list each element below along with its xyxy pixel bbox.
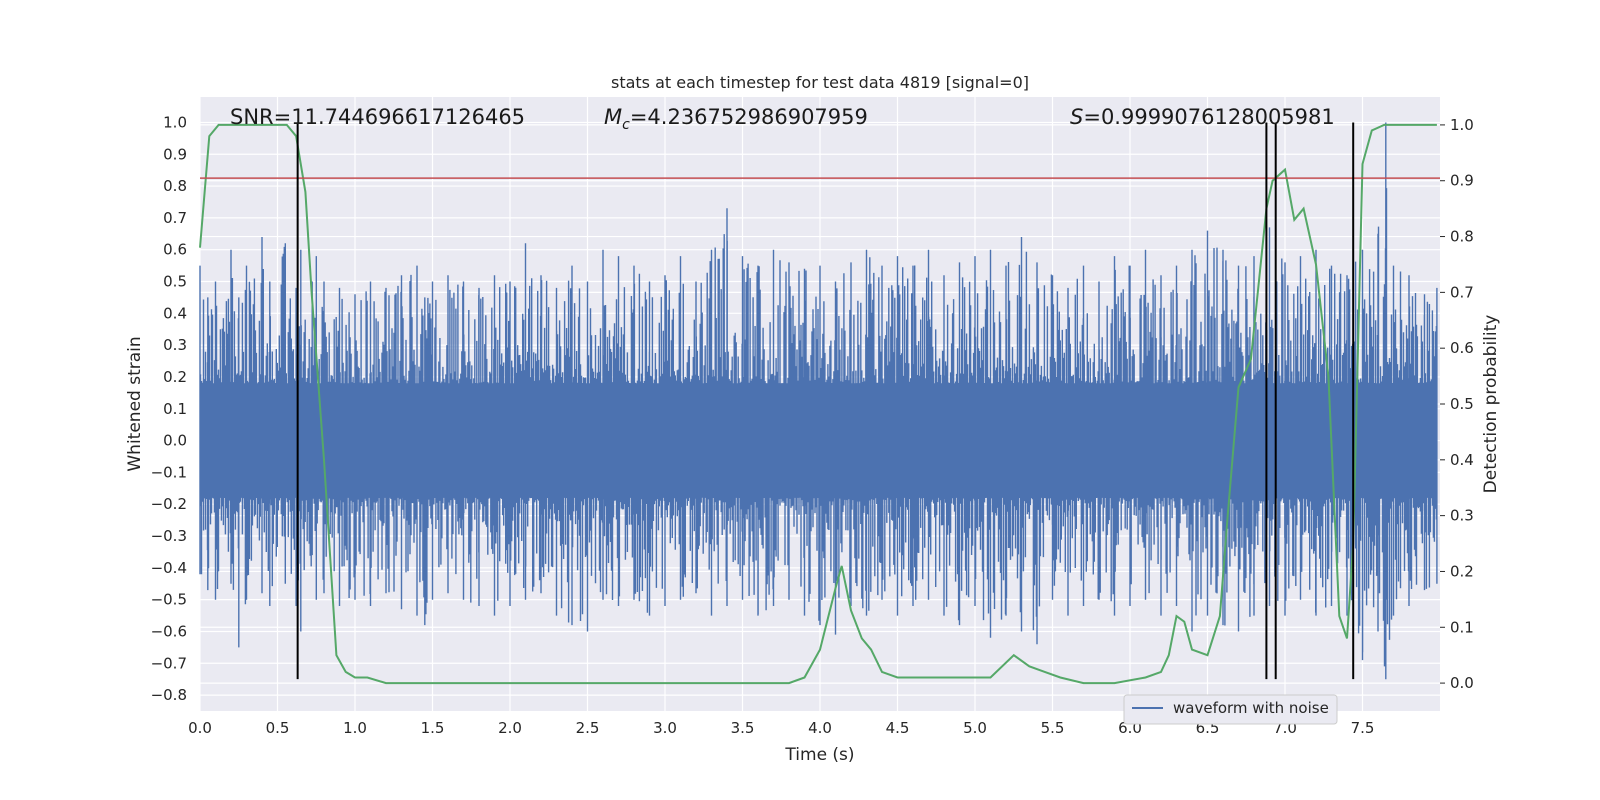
y-tick-label: 0.3 <box>163 336 187 354</box>
y2-tick-label: 0.8 <box>1450 228 1474 246</box>
y-tick-label: −0.1 <box>151 463 187 481</box>
y2-ticks: 0.0 0.1 0.2 0.3 0.4 0.5 0.6 0.7 0.8 0.9 1.0 <box>1440 116 1474 692</box>
y-tick-label: −0.6 <box>151 622 187 640</box>
series-prob <box>199 123 1437 685</box>
legend: waveform with noise <box>1123 694 1338 725</box>
y2-tick-label: 0.0 <box>1450 674 1474 692</box>
x-tick-label: 3.5 <box>731 719 755 737</box>
y-tick-label: 0.4 <box>163 304 187 322</box>
y-tick-label: −0.7 <box>151 654 187 672</box>
x-tick-label: 5.5 <box>1041 719 1065 737</box>
x-axis-label: Time (s) <box>784 745 854 765</box>
series-strain <box>199 122 1438 680</box>
y-tick-label: 0.1 <box>163 400 187 418</box>
legend-box <box>1123 694 1338 725</box>
x-tick-label: 4.0 <box>808 719 832 737</box>
strain-trace <box>199 122 1438 680</box>
x-tick-label: 4.5 <box>886 719 910 737</box>
x-tick-label: 0.0 <box>188 719 212 737</box>
y-ticks: −0.8 −0.7 −0.6 −0.5 −0.4 −0.3 −0.2 −0.1 0.0 0.1 0.… <box>151 113 187 704</box>
y-tick-label: 0.6 <box>163 241 187 259</box>
x-tick-label: 5.0 <box>963 719 987 737</box>
x-tick-label: 0.5 <box>266 719 290 737</box>
y-tick-label: 1.0 <box>163 113 187 131</box>
y-tick-label: 0.2 <box>163 368 187 386</box>
y2-tick-label: 0.1 <box>1450 618 1474 636</box>
y-tick-label: 0.7 <box>163 209 187 227</box>
y-tick-label: 0.0 <box>163 432 187 450</box>
y-tick-label: −0.8 <box>151 686 187 704</box>
y2-tick-label: 0.9 <box>1450 172 1474 190</box>
y2-tick-label: 0.4 <box>1450 451 1474 469</box>
chart-title: stats at each timestep for test data 481… <box>611 73 1029 92</box>
s-annotation: S=0.9999076128005981 <box>1070 105 1335 129</box>
y-tick-label: 0.9 <box>163 145 187 163</box>
y2-axis-label: Detection probability <box>1481 315 1501 494</box>
y-tick-label: −0.3 <box>151 527 187 545</box>
y2-tick-label: 1.0 <box>1450 116 1474 134</box>
legend-label: waveform with noise <box>1173 699 1329 717</box>
mc-annotation: Mc=4.236752986907959 <box>604 105 868 133</box>
y2-tick-label: 0.7 <box>1450 283 1474 301</box>
y-tick-label: −0.2 <box>151 495 187 513</box>
x-tick-label: 1.0 <box>343 719 367 737</box>
y2-tick-label: 0.2 <box>1450 562 1474 580</box>
vertical-markers <box>296 122 1355 680</box>
x-tick-label: 7.5 <box>1351 719 1375 737</box>
y-tick-label: 0.5 <box>163 273 187 291</box>
x-tick-label: 2.5 <box>576 719 600 737</box>
x-tick-label: 3.0 <box>653 719 677 737</box>
y-tick-label: 0.8 <box>163 177 187 195</box>
y2-tick-label: 0.3 <box>1450 507 1474 525</box>
x-tick-label: 1.5 <box>421 719 445 737</box>
y-tick-label: −0.4 <box>151 559 187 577</box>
y2-tick-label: 0.6 <box>1450 339 1474 357</box>
y-axis-label: Whitened strain <box>125 336 145 471</box>
y2-tick-label: 0.5 <box>1450 395 1474 413</box>
y-tick-label: −0.5 <box>151 591 187 609</box>
x-tick-label: 2.0 <box>498 719 522 737</box>
snr-annotation: SNR=11.744696617126465 <box>230 105 525 129</box>
